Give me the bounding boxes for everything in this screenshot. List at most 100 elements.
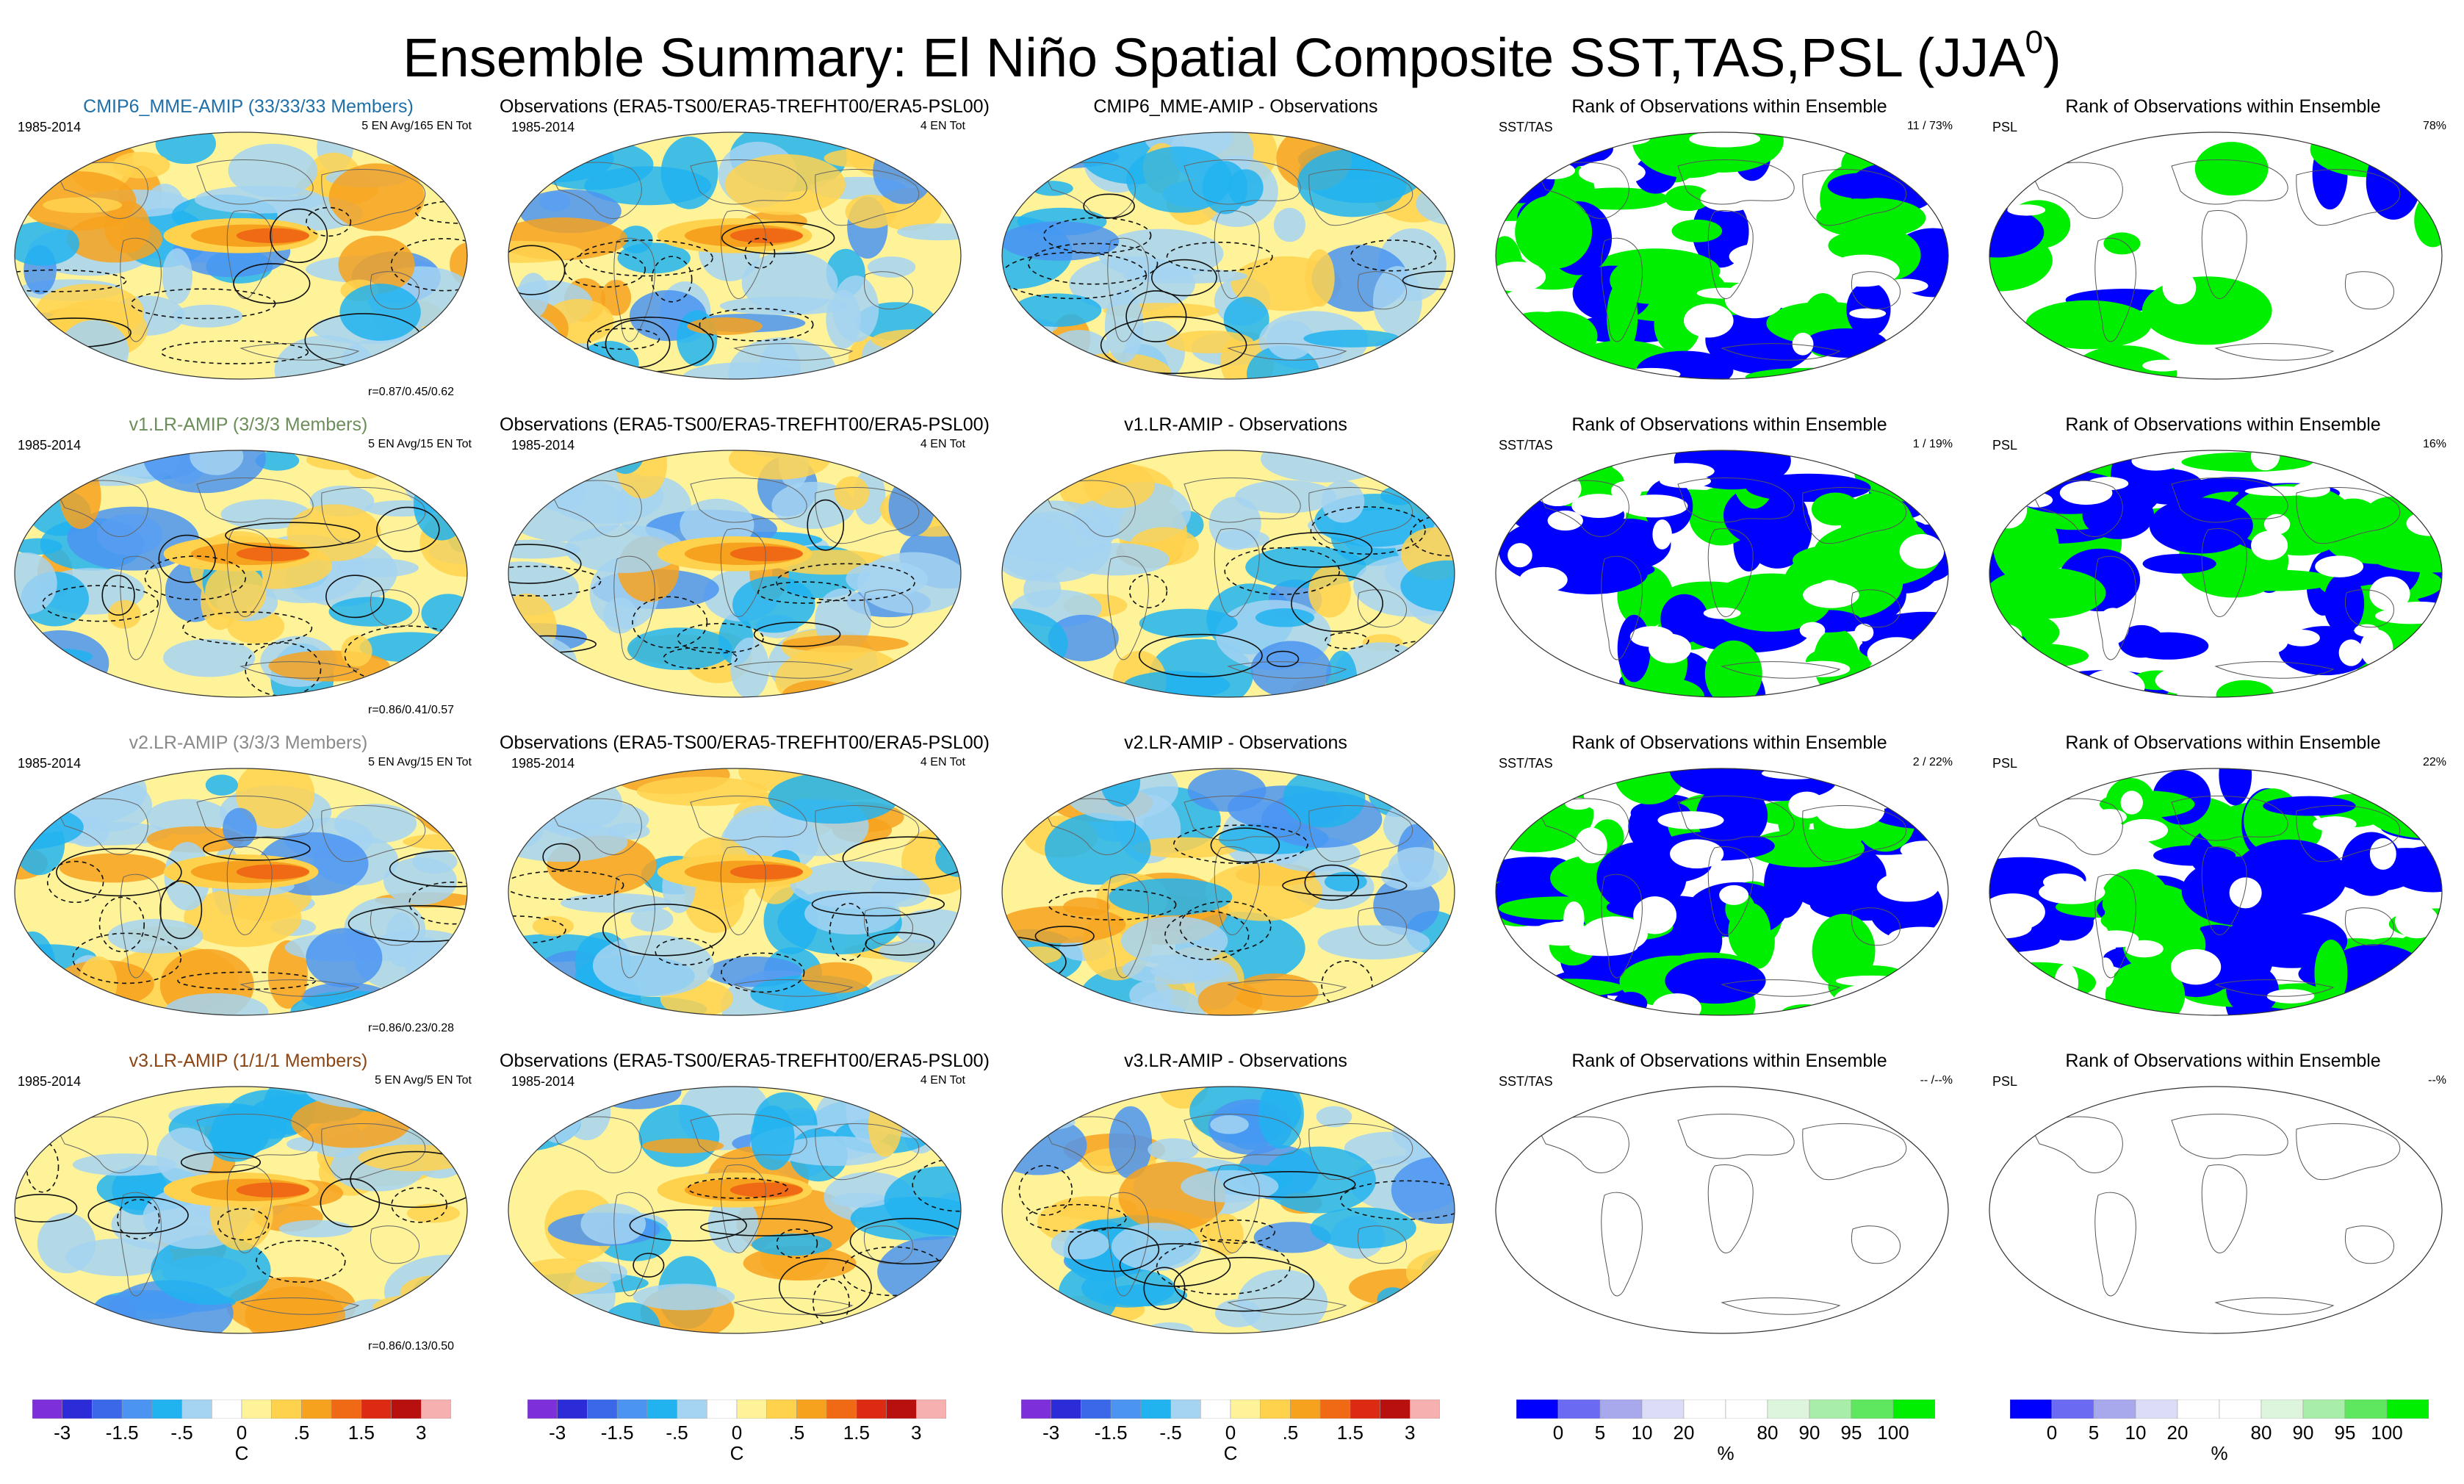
rank-map bbox=[1989, 132, 2443, 380]
panel-correlation: r=0.86/0.23/0.28 bbox=[368, 1022, 454, 1034]
colorbar-tick-label: 10 bbox=[2125, 1422, 2147, 1444]
panel-title: v1.LR-AMIP - Observations bbox=[1124, 414, 1347, 435]
colorbar-swatch bbox=[1892, 1400, 1935, 1419]
panel-title: Rank of Observations within Ensemble bbox=[2065, 1051, 2381, 1071]
panel-title: v2.LR-AMIP - Observations bbox=[1124, 732, 1347, 753]
anomaly-map bbox=[1001, 450, 1455, 698]
colorbar-swatch bbox=[1051, 1400, 1081, 1419]
colorbar-swatch bbox=[1260, 1400, 1291, 1419]
colorbar-swatches bbox=[1516, 1400, 1935, 1419]
anomaly-map bbox=[508, 450, 962, 698]
colorbar-swatch bbox=[271, 1400, 302, 1419]
panel-title: CMIP6_MME-AMIP (33/33/33 Members) bbox=[83, 96, 414, 117]
panel-rank2-row4: Rank of Observations within Ensemble PSL -… bbox=[1981, 1050, 2464, 1358]
panel-count: 5 EN Avg/5 EN Tot bbox=[375, 1074, 472, 1087]
colorbar-tick-label: 80 bbox=[2250, 1422, 2272, 1444]
panel-rank1-row1: Rank of Observations within Ensemble SST/… bbox=[1487, 96, 1972, 404]
panel-model-row2: v1.LR-AMIP (3/3/3 Members) 1985-2014 5 EN … bbox=[6, 414, 491, 722]
colorbar-swatch bbox=[646, 1400, 677, 1419]
panel-model-row1: CMIP6_MME-AMIP (33/33/33 Members) 1985-20… bbox=[6, 96, 491, 404]
panel-variable: SST/TAS bbox=[1499, 120, 1553, 134]
colorbar-swatch bbox=[587, 1400, 618, 1419]
rank-map bbox=[1495, 450, 1949, 698]
panel-model-row4: v3.LR-AMIP (1/1/1 Members) 1985-2014 5 EN … bbox=[6, 1050, 491, 1358]
panel-rank2-row3: Rank of Observations within Ensemble PSL 2… bbox=[1981, 732, 2464, 1040]
colorbar-tick-label: 0 bbox=[1552, 1422, 1564, 1444]
panel-title: v2.LR-AMIP (3/3/3 Members) bbox=[129, 732, 368, 753]
colorbar-swatch bbox=[32, 1400, 62, 1419]
colorbar-swatch bbox=[1081, 1400, 1112, 1419]
panel-diff-row1: CMIP6_MME-AMIP - Observations bbox=[993, 96, 1478, 404]
colorbar-swatch bbox=[527, 1400, 558, 1419]
colorbar-swatch bbox=[1516, 1400, 1559, 1419]
colorbar-tick-label: -3 bbox=[549, 1422, 566, 1444]
colorbar-tick-label: 5 bbox=[2088, 1422, 2100, 1444]
anomaly-map bbox=[1001, 768, 1455, 1016]
panel-title: Rank of Observations within Ensemble bbox=[1571, 732, 1887, 753]
colorbar-swatches bbox=[527, 1400, 946, 1419]
colorbar-swatch bbox=[557, 1400, 588, 1419]
panel-rank1-row4: Rank of Observations within Ensemble SST/… bbox=[1487, 1050, 1972, 1358]
colorbar-swatch bbox=[2010, 1400, 2053, 1419]
panel-variable: PSL bbox=[1992, 1074, 2018, 1089]
panel-variable: SST/TAS bbox=[1499, 438, 1553, 453]
panel-title: Rank of Observations within Ensemble bbox=[1571, 414, 1887, 435]
panel-count: 4 EN Tot bbox=[920, 438, 965, 450]
rank-map bbox=[1989, 450, 2443, 698]
colorbar-swatch bbox=[2261, 1400, 2304, 1419]
panel-title: Rank of Observations within Ensemble bbox=[2065, 96, 2381, 117]
panel-title: v3.LR-AMIP - Observations bbox=[1124, 1051, 1347, 1071]
colorbar-swatch bbox=[2344, 1400, 2388, 1419]
colorbar-swatch bbox=[181, 1400, 212, 1419]
colorbar-tick-label: 0 bbox=[1225, 1422, 1236, 1444]
main-title-close: ) bbox=[2043, 27, 2061, 88]
colorbar-swatch bbox=[2051, 1400, 2094, 1419]
panel-rank1-row3: Rank of Observations within Ensemble SST/… bbox=[1487, 732, 1972, 1040]
panel-period: 1985-2014 bbox=[18, 756, 82, 771]
rank-map bbox=[1989, 768, 2443, 1016]
colorbar-tick-label: -3 bbox=[1042, 1422, 1060, 1444]
colorbar-swatch bbox=[1599, 1400, 1643, 1419]
panel-period: 1985-2014 bbox=[18, 438, 82, 453]
panel-title: Observations (ERA5-TS00/ERA5-TREFHT00/ER… bbox=[500, 1051, 990, 1071]
colorbar-swatch bbox=[1319, 1400, 1351, 1419]
colorbar-tick-label: 0 bbox=[2046, 1422, 2058, 1444]
colorbar-swatch bbox=[421, 1400, 451, 1419]
rank-map bbox=[1495, 768, 1949, 1016]
colorbar-unit: % bbox=[1717, 1442, 1734, 1464]
colorbar-swatch bbox=[1140, 1400, 1171, 1419]
panel-count: 5 EN Avg/15 EN Tot bbox=[368, 438, 472, 450]
panel-title: Observations (ERA5-TS00/ERA5-TREFHT00/ER… bbox=[500, 414, 990, 435]
colorbar-swatch bbox=[241, 1400, 272, 1419]
colorbar-tick-label: 0 bbox=[236, 1422, 248, 1444]
panel-diff-row3: v2.LR-AMIP - Observations bbox=[993, 732, 1478, 1040]
colorbar-swatch bbox=[766, 1400, 797, 1419]
colorbar-tick-label: 1.5 bbox=[1336, 1422, 1364, 1444]
colorbar-tick-label: 100 bbox=[2371, 1422, 2403, 1444]
colorbar-tick-label: 5 bbox=[1594, 1422, 1606, 1444]
colorbar-swatch bbox=[1290, 1400, 1321, 1419]
colorbar-swatch bbox=[62, 1400, 93, 1419]
colorbar-swatch bbox=[121, 1400, 153, 1419]
colorbar-swatch bbox=[391, 1400, 422, 1419]
panel-period: 1985-2014 bbox=[511, 120, 575, 134]
colorbar-swatch bbox=[1380, 1400, 1411, 1419]
colorbar-tick-label: 0 bbox=[731, 1422, 743, 1444]
colorbar-tick-label: 20 bbox=[2166, 1422, 2189, 1444]
colorbar-tick-label: 100 bbox=[1877, 1422, 1909, 1444]
colorbar-swatch bbox=[677, 1400, 707, 1419]
colorbar-swatch bbox=[2093, 1400, 2136, 1419]
panel-rank-value: 16% bbox=[2422, 438, 2446, 450]
colorbar-temp1: -3 -1.5 -.5 0 .5 1.5 3 C bbox=[32, 1400, 451, 1480]
panel-rank-value: 78% bbox=[2422, 120, 2446, 132]
colorbar-temp2: -3 -1.5 -.5 0 .5 1.5 3 C bbox=[527, 1400, 946, 1480]
panel-rank1-row2: Rank of Observations within Ensemble SST/… bbox=[1487, 414, 1972, 722]
colorbar-swatch bbox=[1809, 1400, 1852, 1419]
colorbar-swatch bbox=[736, 1400, 767, 1419]
panel-rank-value: 1 / 19% bbox=[1912, 438, 1953, 450]
panel-model-row3: v2.LR-AMIP (3/3/3 Members) 1985-2014 5 EN … bbox=[6, 732, 491, 1040]
panel-correlation: r=0.86/0.13/0.50 bbox=[368, 1340, 454, 1352]
colorbar-swatch bbox=[2302, 1400, 2346, 1419]
panel-variable: PSL bbox=[1992, 120, 2018, 134]
